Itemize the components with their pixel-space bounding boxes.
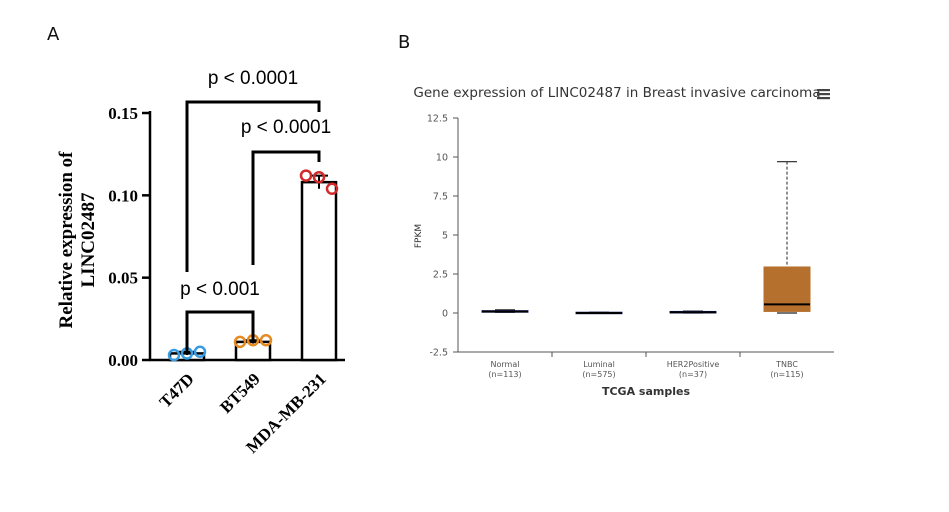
menu-bar [817, 97, 830, 100]
significance-label: p < 0.001 [180, 279, 260, 300]
x-tick-label: TNBC [775, 360, 798, 369]
significance-bracket [185, 310, 255, 352]
data-point [233, 335, 247, 349]
y-tick-label: 0.00 [108, 351, 138, 370]
y-tick-label: 0.15 [108, 104, 138, 123]
y-tick-label: 0 [442, 309, 448, 320]
y-tick-label: -2.5 [429, 348, 448, 359]
x-tick-label: HER2Positive [667, 360, 720, 369]
y-tick-label: 12.5 [427, 114, 448, 125]
data-point [325, 182, 339, 195]
data-point [312, 170, 326, 184]
significance-bracket [185, 100, 321, 272]
y-tick-label: 0.10 [108, 186, 138, 205]
data-point [259, 333, 273, 347]
y-tick-label: 2.5 [433, 270, 448, 281]
y-axis-label-line: LINC02487 [78, 192, 99, 288]
y-axis-label: Relative expression ofLINC02487 [56, 151, 99, 329]
data-point [299, 169, 313, 182]
x-tick-count: (n=113) [488, 370, 521, 379]
data-point [167, 348, 181, 362]
x-axis-label: TCGA samples [602, 385, 690, 398]
panel-a-letter: A [47, 24, 60, 45]
y-tick-label: 5 [442, 231, 448, 242]
panel-b-letter: B [398, 32, 411, 53]
y-tick-label: 10 [436, 153, 448, 164]
chart-title: Gene expression of LINC02487 in Breast i… [413, 85, 820, 101]
significance-bracket [251, 150, 321, 265]
x-tick-count: (n=575) [582, 370, 615, 379]
x-tick-count: (n=115) [770, 370, 803, 379]
x-tick-count: (n=37) [679, 370, 707, 379]
y-tick-label: 7.5 [433, 192, 448, 203]
x-tick-label: Normal [491, 360, 520, 369]
data-point [193, 345, 207, 359]
y-axis-label-line: Relative expression of [56, 151, 77, 329]
hamburger-menu-icon[interactable] [817, 89, 830, 100]
significance-label: p < 0.0001 [208, 68, 298, 89]
menu-bar [817, 89, 830, 92]
x-tick-label: Luminal [583, 360, 615, 369]
significance-label: p < 0.0001 [241, 117, 331, 138]
y-axis-label: FPKM [414, 224, 424, 248]
menu-bar [817, 93, 830, 96]
y-tick-label: 0.05 [108, 269, 138, 288]
